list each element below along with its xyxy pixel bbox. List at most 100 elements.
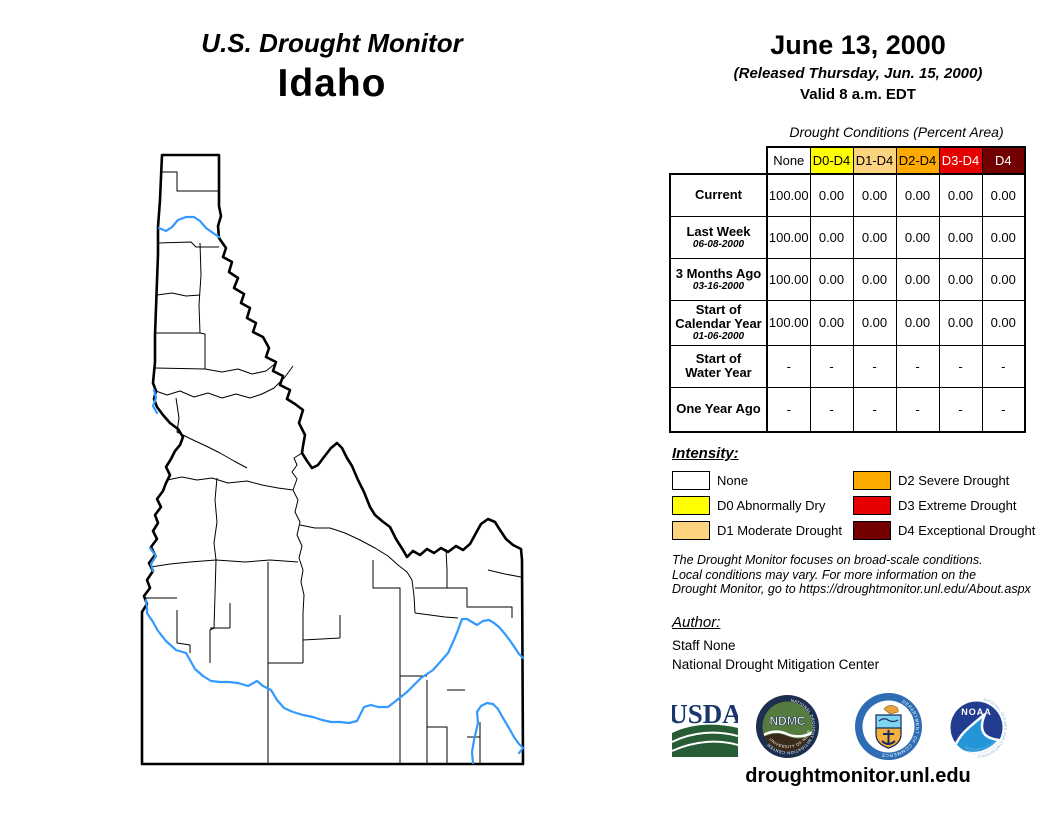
department-of-commerce-logo: DEPARTMENT OF COMMERCE UNITED STATES OF …	[852, 688, 923, 766]
bear-river	[470, 701, 525, 765]
legend-swatch-d4	[853, 521, 891, 540]
legend-item-d2: D2 Severe Drought	[853, 468, 1009, 493]
table-cell: -	[852, 386, 897, 433]
doc-ship	[878, 718, 899, 723]
disclaimer-text: The Drought Monitor focuses on broad-sca…	[672, 553, 1031, 596]
county-borders	[146, 171, 522, 763]
table-cell: -	[809, 386, 854, 433]
table-cell: 0.00	[852, 257, 897, 301]
table-cell: 0.00	[938, 299, 983, 346]
row-label: Last Week 06-08-2000	[669, 215, 768, 259]
column-header-d2-d4: D2-D4	[895, 146, 940, 175]
state-outline	[140, 153, 525, 766]
drought-monitor-url: droughtmonitor.unl.edu	[745, 765, 971, 787]
clark-fork-river	[157, 215, 221, 239]
legend-swatch-d0	[672, 496, 710, 515]
table-row: 3 Months Ago 03-16-2000 100.00 0.00 0.00…	[669, 257, 1026, 301]
usda-logo: USDA	[668, 699, 742, 762]
table-cell: 0.00	[809, 299, 854, 346]
legend-swatch-none	[672, 471, 710, 490]
table-header-row: None D0-D4 D1-D4 D2-D4 D3-D4 D4	[670, 146, 1026, 175]
legend-item-d3: D3 Extreme Drought	[853, 493, 1017, 518]
author-name: Staff None	[672, 638, 736, 653]
column-header-d4: D4	[981, 146, 1026, 175]
column-header-none: None	[766, 146, 811, 175]
table-cell: 0.00	[895, 173, 940, 217]
border-river-segment-2	[148, 546, 158, 573]
idaho-drought-map	[140, 153, 525, 766]
table-cell: 0.00	[852, 299, 897, 346]
legend-swatch-d1	[672, 521, 710, 540]
table-cell: -	[766, 386, 811, 433]
table-cell: 0.00	[809, 173, 854, 217]
table-cell: -	[895, 344, 940, 388]
row-label: 3 Months Ago 03-16-2000	[669, 257, 768, 301]
column-header-d3-d4: D3-D4	[938, 146, 983, 175]
report-title: U.S. Drought Monitor	[201, 28, 463, 58]
row-label: Start of Calendar Year 01-06-2000	[669, 299, 768, 346]
table-row: Start of Water Year - - - - - -	[669, 344, 1026, 388]
row-label: One Year Ago	[669, 386, 768, 433]
table-cell: -	[938, 344, 983, 388]
legend-item-d1: D1 Moderate Drought	[672, 518, 842, 543]
table-cell: -	[809, 344, 854, 388]
table-cell: 100.00	[766, 215, 811, 259]
table-cell: 100.00	[766, 257, 811, 301]
state-name: Idaho	[277, 62, 387, 105]
noaa-logo-text: NOAA	[961, 707, 992, 717]
doc-anchor	[881, 730, 896, 745]
column-header-d0-d4: D0-D4	[809, 146, 854, 175]
release-date: (Released Thursday, Jun. 15, 2000)	[733, 65, 983, 82]
row-date: 03-16-2000	[692, 280, 745, 292]
usda-logo-text: USDA	[672, 700, 738, 729]
table-cell: 0.00	[938, 173, 983, 217]
valid-time: Valid 8 a.m. EDT	[800, 86, 916, 103]
table-row: Current 100.00 0.00 0.00 0.00 0.00 0.00	[669, 173, 1026, 217]
table-row: Last Week 06-08-2000 100.00 0.00 0.00 0.…	[669, 215, 1026, 259]
table-cell: 0.00	[981, 173, 1026, 217]
table-cell: -	[981, 386, 1026, 433]
legend-item-d0: D0 Abnormally Dry	[672, 493, 825, 518]
table-cell: 0.00	[895, 215, 940, 259]
author-organization: National Drought Mitigation Center	[672, 657, 880, 672]
table-cell: 0.00	[852, 173, 897, 217]
date-block: June 13, 2000 (Released Thursday, Jun. 1…	[660, 30, 1056, 103]
legend-swatch-d3	[853, 496, 891, 515]
table-cell: 0.00	[809, 257, 854, 301]
row-date: 01-06-2000	[692, 331, 745, 342]
row-label: Current	[669, 173, 768, 217]
row-date: 06-08-2000	[692, 238, 745, 250]
table-cell: 0.00	[809, 215, 854, 259]
table-corner-cell	[670, 147, 767, 174]
table-cell: -	[852, 344, 897, 388]
column-header-d1-d4: D1-D4	[852, 146, 897, 175]
legend-item-d4: D4 Exceptional Drought	[853, 518, 1035, 543]
table-row: Start of Calendar Year 01-06-2000 100.00…	[669, 299, 1026, 346]
table-cell: 0.00	[981, 257, 1026, 301]
table-cell: 0.00	[981, 299, 1026, 346]
border-river-segment-3	[144, 598, 149, 615]
doc-eagle	[883, 705, 899, 715]
border-river-segment-1	[151, 388, 159, 415]
table-cell: 0.00	[981, 215, 1026, 259]
legend-swatch-d2	[853, 471, 891, 490]
noaa-seagull	[953, 713, 1002, 754]
legend-item-none: None	[672, 468, 748, 493]
table-cell: -	[766, 344, 811, 388]
table-title: Drought Conditions (Percent Area)	[789, 124, 1004, 140]
legend-title: Intensity:	[672, 445, 739, 462]
map-date: June 13, 2000	[770, 30, 946, 60]
table-cell: 0.00	[938, 257, 983, 301]
table-cell: 0.00	[895, 299, 940, 346]
ndmc-logo: NDMC NATIONAL DROUGHT MITIGATION CENTER …	[754, 691, 819, 763]
usda-field-shape	[672, 724, 738, 757]
table-row: One Year Ago - - - - - -	[669, 386, 1026, 433]
author-heading: Author:	[672, 614, 721, 631]
table-cell: 100.00	[766, 173, 811, 217]
table-cell: -	[938, 386, 983, 433]
row-label: Start of Water Year	[669, 344, 768, 388]
ndmc-river	[762, 729, 813, 739]
noaa-logo: NOAA NATIONAL OCEANIC AND ATMOSPHERIC AD…	[945, 696, 1008, 764]
table-cell: -	[981, 344, 1026, 388]
table-cell: 0.00	[895, 257, 940, 301]
